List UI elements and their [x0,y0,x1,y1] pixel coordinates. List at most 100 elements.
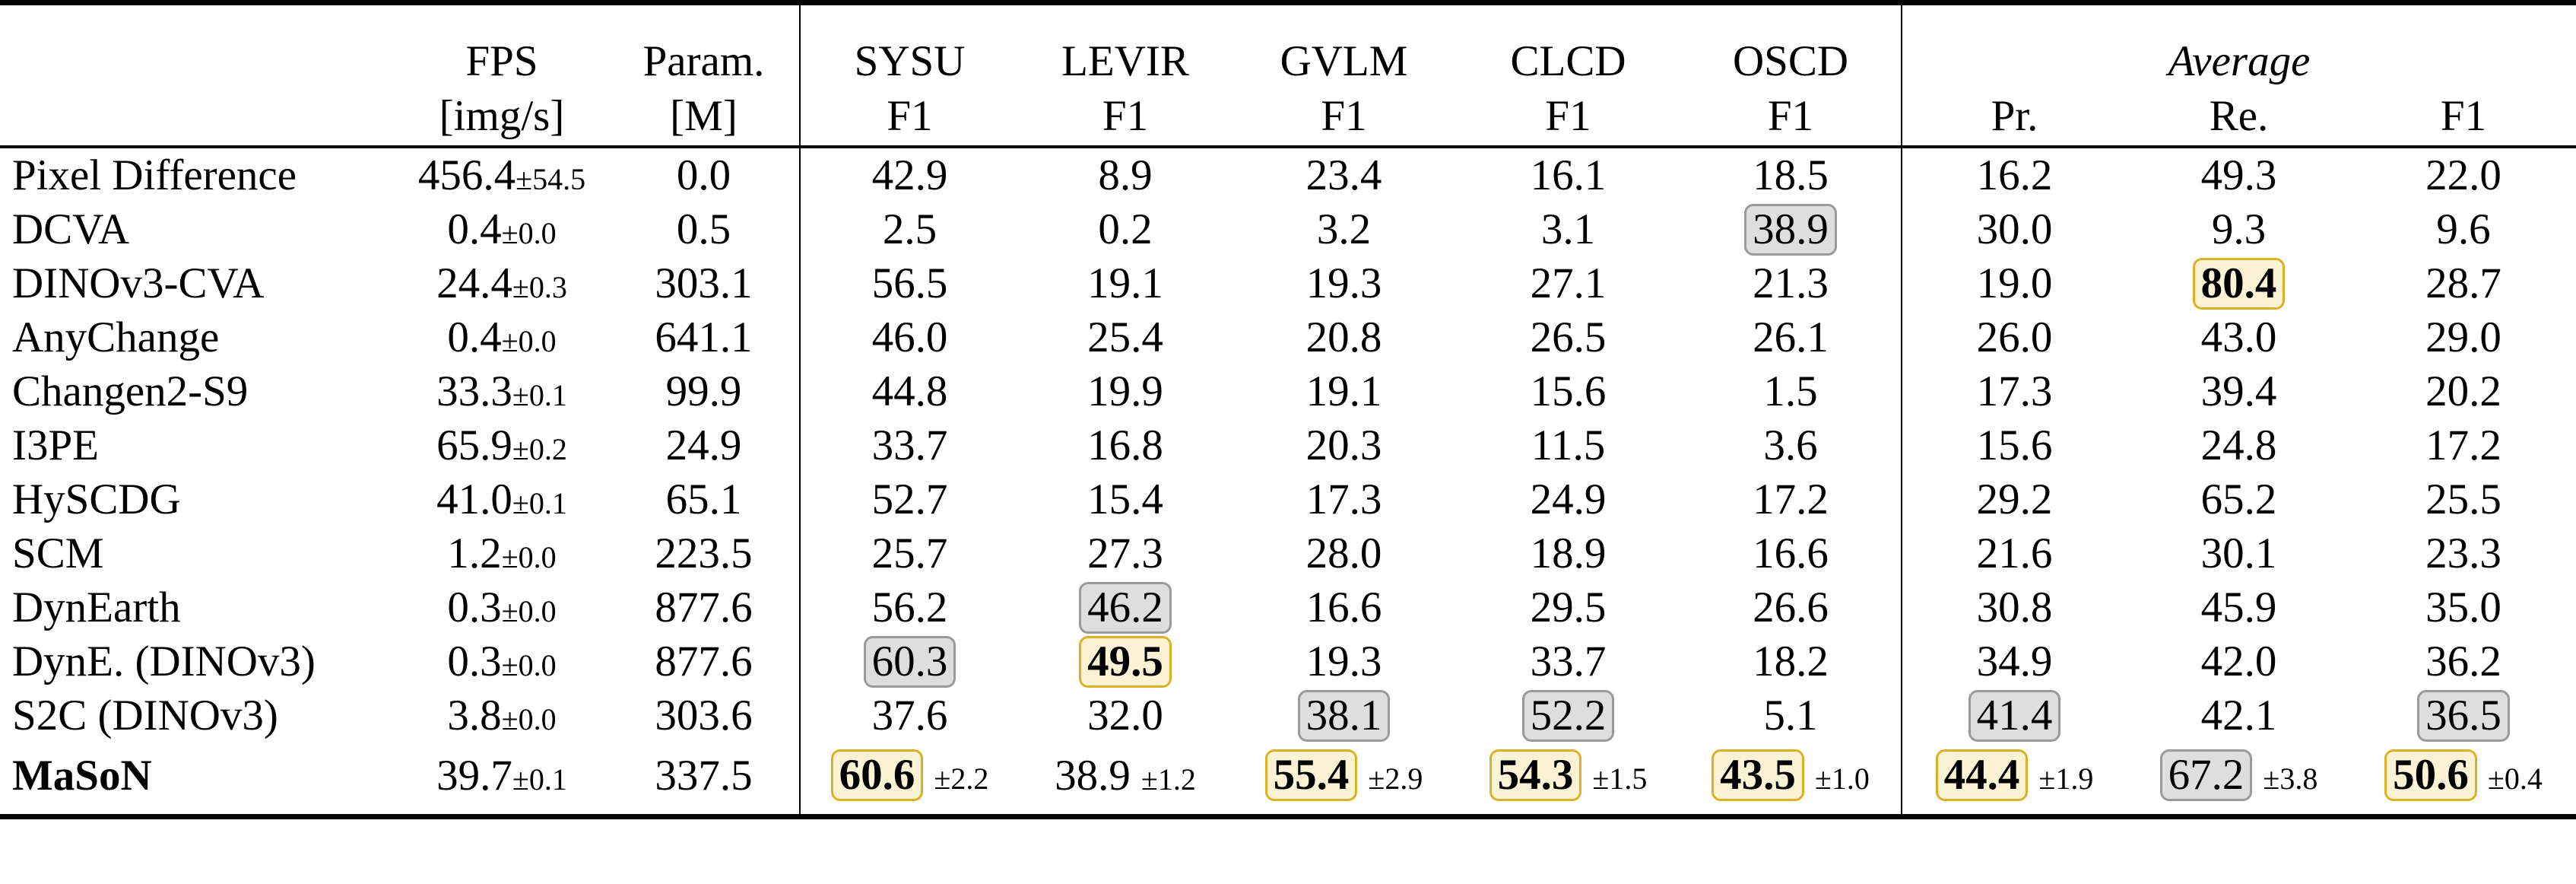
score-value: 8.9 [1098,151,1153,199]
score-value: 30.8 [1976,584,2053,631]
method-name: AnyChange [12,313,220,361]
score-cell: 19.1 [1019,256,1232,310]
score-value: 15.6 [1976,421,2053,469]
score-std: ±1.2 [1140,762,1196,797]
second-score-highlight: 67.2 [2159,749,2253,801]
score-value: 17.3 [1305,475,1382,523]
score-cell: 23.4 [1232,147,1456,202]
score-value: 39.4 [2200,367,2277,415]
score-cell: 16.6 [1232,580,1456,634]
score-value: 19.3 [1305,638,1382,685]
score-value: 11.5 [1531,421,1606,469]
score-cell: 29.0 [2351,310,2576,364]
params-cell: 877.6 [655,638,753,685]
score-cell: 43.5 ±1.0 [1680,742,1902,819]
score-value: 27.1 [1530,259,1607,307]
header-blank [0,86,395,148]
table-row: SCM 1.2±0.0 223.5 25.7 27.3 28.0 18.9 16.6 21.6 3… [0,526,2576,580]
score-cell: 26.5 [1456,310,1680,364]
second-score-highlight: 41.4 [1968,689,2061,742]
score-value: 16.6 [1753,529,1829,577]
method-name: S2C (DINOv3) [12,692,278,739]
score-std: ±1.5 [1592,762,1648,796]
header-avg-recall: Re. [2127,86,2351,148]
score-value: 3.1 [1540,205,1596,253]
score-cell: 27.1 [1456,256,1680,310]
score-cell: 56.5 [799,256,1019,310]
score-value: 18.2 [1753,638,1829,685]
score-value: 3.2 [1316,205,1372,253]
method-name: DCVA [12,205,130,253]
header-metric: F1 [1680,86,1902,148]
score-value: 56.5 [871,259,948,307]
score-cell: 54.3 ±1.5 [1456,742,1680,819]
score-std: ±1.9 [2038,762,2094,796]
score-value: 20.3 [1305,421,1382,469]
score-cell: 5.1 [1680,688,1902,742]
score-value: 2.5 [882,205,937,253]
score-cell: 49.3 [2127,147,2351,202]
score-value: 17.3 [1976,367,2053,415]
score-value: 23.3 [2425,529,2501,577]
best-score-highlight: 54.3 [1489,749,1582,801]
score-std: ±0.4 [2487,762,2543,796]
fps-cell: 41.0±0.1 [395,472,608,526]
score-value: 18.9 [1530,529,1607,577]
score-value: 35.0 [2425,584,2501,631]
header-metric: F1 [1019,86,1232,148]
score-cell: 18.5 [1680,147,1902,202]
fps-cell: 0.3±0.0 [395,634,608,688]
score-cell: 25.7 [799,526,1019,580]
score-cell: 23.3 [2351,526,2576,580]
score-cell: 9.6 [2351,202,2576,256]
method-name: Changen2-S9 [12,367,249,415]
score-value: 44.8 [871,367,948,415]
score-cell: 21.3 [1680,256,1902,310]
fps-std: ±0.3 [512,270,567,304]
score-cell: 20.8 [1232,310,1456,364]
header-row-1: FPS Param. SYSU LEVIR GVLM CLCD OSCD Ave… [0,0,2576,86]
score-value: 36.2 [2425,638,2501,685]
method-name: SCM [12,529,104,577]
table-row: Pixel Difference 456.4±54.5 0.0 42.9 8.9 23.4… [0,147,2576,202]
score-value: 19.1 [1305,367,1382,415]
score-cell: 28.0 [1232,526,1456,580]
header-dataset-levir: LEVIR [1019,0,1232,86]
header-blank [0,0,395,86]
method-name: DynEarth [12,584,181,631]
params-cell: 337.5 [608,742,800,819]
params-cell: 0.0 [676,151,731,199]
score-cell: 50.6 ±0.4 [2351,742,2576,819]
score-value: 3.6 [1763,421,1818,469]
score-cell: 39.4 [2127,364,2351,418]
score-value: 52.7 [871,475,948,523]
score-value: 16.2 [1976,151,2053,199]
score-cell: 18.2 [1680,634,1902,688]
score-std: ±2.9 [1368,762,1423,796]
score-cell: 22.0 [2351,147,2576,202]
header-metric: F1 [1456,86,1680,148]
score-cell: 38.1 [1232,688,1456,742]
score-value: 43.0 [2200,313,2277,361]
score-cell: 42.9 [799,147,1019,202]
score-cell: 30.1 [2127,526,2351,580]
score-cell: 44.8 [799,364,1019,418]
score-cell: 27.3 [1019,526,1232,580]
best-score-highlight: 60.6 [830,749,924,801]
score-cell: 38.9 ±1.2 [1019,742,1232,819]
score-cell: 28.7 [2351,256,2576,310]
score-cell: 44.4 ±1.9 [1901,742,2127,819]
score-cell: 33.7 [1456,634,1680,688]
score-value: 27.3 [1087,529,1163,577]
fps-cell: 65.9±0.2 [395,418,608,472]
params-cell: 303.6 [655,692,753,739]
score-cell: 46.0 [799,310,1019,364]
fps-std: ±0.0 [501,702,557,736]
score-cell: 37.6 [799,688,1019,742]
score-cell: 80.4 [2127,256,2351,310]
score-cell: 41.4 [1901,688,2127,742]
score-value: 38.9 [1055,751,1131,800]
score-cell: 2.5 [799,202,1019,256]
score-value: 29.2 [1976,475,2053,523]
score-cell: 3.6 [1680,418,1902,472]
